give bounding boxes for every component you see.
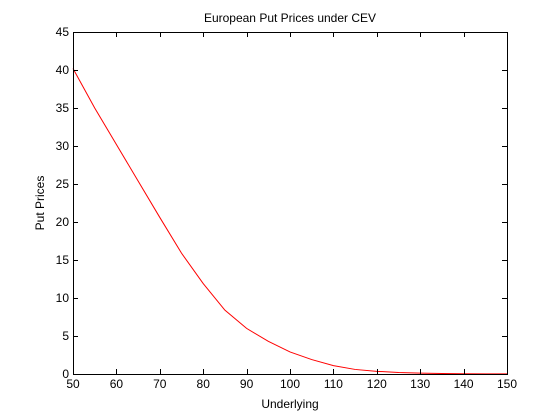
y-tick-label: 5 [62, 329, 69, 343]
y-tick-label: 25 [56, 177, 70, 191]
plot-area [73, 32, 507, 374]
y-axis-label: Put Prices [33, 176, 47, 231]
x-tick-label: 90 [240, 377, 254, 391]
x-tick-label: 50 [66, 377, 80, 391]
series-line [72, 68, 508, 375]
x-tick-label: 150 [497, 377, 517, 391]
x-tick-label: 140 [454, 377, 474, 391]
y-axis: 0 5 10 15 20 25 30 35 40 45 [56, 25, 507, 381]
x-axis-label: Underlying [261, 397, 318, 411]
x-tick-label: 110 [324, 377, 343, 391]
y-tick-label: 45 [56, 25, 70, 39]
x-axis: 50 60 70 80 90 100 110 120 130 140 150 [66, 32, 517, 391]
x-tick-label: 100 [280, 377, 300, 391]
x-tick-label: 60 [110, 377, 124, 391]
y-tick-label: 10 [56, 291, 70, 305]
chart-title: European Put Prices under CEV [204, 11, 376, 25]
x-tick-label: 80 [197, 377, 211, 391]
x-tick-label: 120 [367, 377, 387, 391]
y-tick-label: 15 [56, 253, 70, 267]
y-tick-label: 40 [56, 63, 70, 77]
y-tick-label: 30 [56, 139, 70, 153]
y-tick-label: 0 [62, 367, 69, 381]
x-tick-label: 70 [153, 377, 167, 391]
x-tick-label: 130 [410, 377, 430, 391]
series-layer [72, 68, 508, 375]
y-tick-label: 20 [56, 215, 70, 229]
y-tick-label: 35 [56, 101, 70, 115]
